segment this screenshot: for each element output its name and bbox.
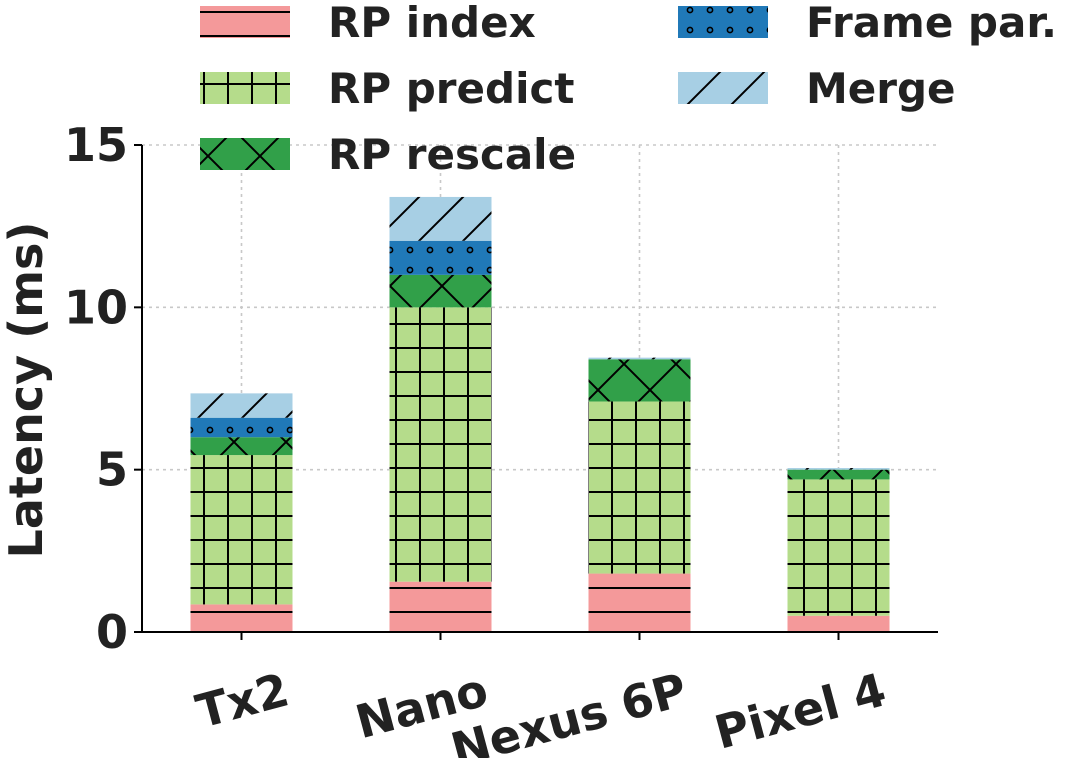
bar-segment-rp-index — [389, 581, 492, 632]
bar-hatch — [190, 417, 293, 438]
bar-hatch — [389, 581, 492, 632]
bar-segment-merge — [787, 468, 890, 470]
legend-item-rp-index: RP index — [200, 0, 536, 47]
bar-segment-merge — [190, 393, 293, 418]
y-tick-label: 5 — [96, 443, 128, 497]
legend-item-merge: Merge — [678, 64, 956, 113]
legend-label: Frame par. — [806, 0, 1057, 47]
bar-segment-merge — [588, 357, 691, 360]
bar-segment-rp-predict — [190, 455, 293, 605]
bar-hatch — [787, 469, 890, 480]
bar-segment-rp-predict — [389, 307, 492, 582]
bar-segment-rp-index — [787, 615, 890, 632]
legend-label: Merge — [806, 64, 956, 113]
bar-hatch — [389, 196, 492, 241]
bar-segment-frame-par — [190, 417, 293, 438]
bar-segment-rp-rescale — [389, 274, 492, 308]
bar-hatch — [389, 274, 492, 308]
legend-swatch-hatch — [200, 6, 290, 38]
bar-segment-frame-par — [389, 240, 492, 275]
legend-swatch-hatch — [678, 72, 768, 104]
bar-segment-rp-rescale — [190, 437, 293, 456]
legend-swatch-hatch — [678, 6, 768, 38]
x-tick-label: Tx2 — [190, 662, 294, 738]
bar-hatch — [588, 357, 691, 360]
bar-segment-rp-index — [588, 573, 691, 632]
bar-segment-rp-index — [190, 604, 293, 632]
bar-hatch — [190, 393, 293, 418]
bar-segment-merge — [389, 196, 492, 241]
legend-item-frame-par: Frame par. — [678, 0, 1057, 47]
legend-swatch-hatch — [200, 72, 290, 104]
bar-segment-rp-predict — [787, 479, 890, 616]
bar-hatch — [787, 615, 890, 632]
y-tick-label: 10 — [64, 280, 128, 334]
bar-hatch — [588, 573, 691, 632]
bar-segment-rp-predict — [588, 401, 691, 574]
y-tick-label: 15 — [64, 118, 128, 172]
bar-hatch — [787, 468, 890, 470]
legend: RP index RP predict RP rescale Frame par. Me… — [200, 0, 1057, 179]
legend-label: RP rescale — [328, 130, 576, 179]
bar-hatch — [389, 240, 492, 275]
legend-label: RP index — [328, 0, 536, 47]
bar-hatch — [787, 479, 890, 616]
bar-segment-rp-rescale — [787, 469, 890, 480]
legend-item-rp-predict: RP predict — [200, 64, 574, 113]
bar-hatch — [190, 604, 293, 632]
bar-hatch — [389, 307, 492, 582]
y-tick-label: 0 — [96, 605, 128, 659]
bar-hatch — [588, 359, 691, 402]
bar-segment-rp-rescale — [588, 359, 691, 402]
bar-hatch — [588, 401, 691, 574]
legend-label: RP predict — [328, 64, 574, 113]
bars — [190, 196, 890, 632]
legend-swatch-hatch — [200, 138, 290, 170]
bar-hatch — [190, 455, 293, 605]
bar-hatch — [190, 437, 293, 456]
y-axis-title: Latency (ms) — [0, 222, 53, 559]
x-tick-label: Pixel 4 — [709, 662, 891, 758]
legend-item-rp-rescale: RP rescale — [200, 130, 576, 179]
